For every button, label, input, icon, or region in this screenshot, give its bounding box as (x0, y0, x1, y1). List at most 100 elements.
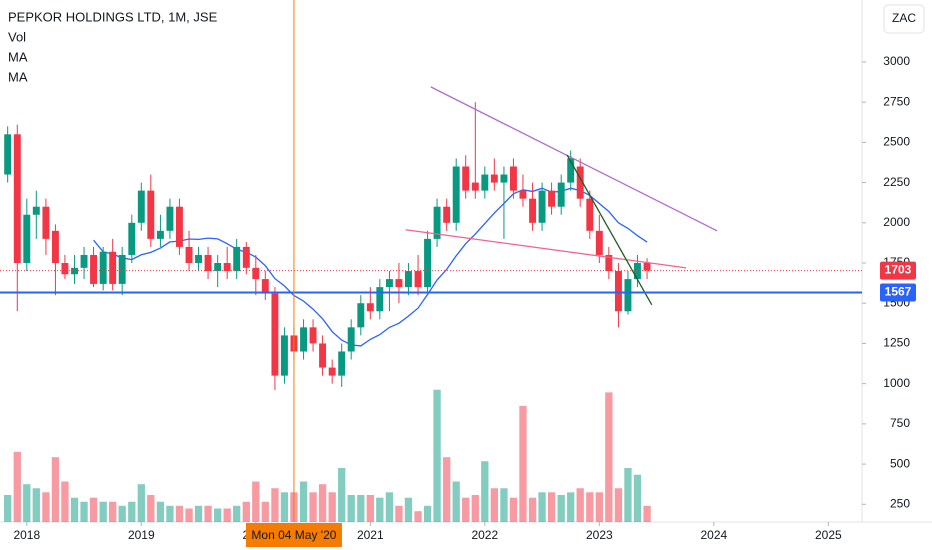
candle-body (32, 206, 40, 215)
candle-body (233, 246, 241, 272)
volume-bar (481, 461, 489, 522)
candle-body (643, 263, 651, 271)
volume-bar (404, 497, 413, 522)
candle-body (614, 271, 622, 312)
x-tick-label: 2023 (586, 528, 613, 542)
volume-bar (395, 505, 403, 522)
y-tick-label: 1250 (883, 336, 910, 350)
volume-bar (4, 495, 12, 522)
candle-body (42, 206, 50, 239)
volume-bar (462, 497, 470, 522)
volume-bar (261, 501, 269, 522)
volume-bar (223, 508, 231, 522)
volume-bar (99, 501, 107, 522)
chart-title: PEPKOR HOLDINGS LTD, 1M, JSE (8, 9, 218, 24)
candle-body (23, 214, 31, 264)
volume-bar (118, 505, 126, 522)
x-tick-label: 2024 (700, 528, 727, 542)
candle-body (51, 230, 59, 264)
candle-body (509, 166, 517, 191)
candle-body (242, 246, 250, 268)
trend-line (430, 86, 718, 232)
volume-bar (423, 505, 432, 522)
candle-body (490, 174, 498, 183)
y-tick-label: 1000 (883, 376, 910, 390)
x-tick-label: 2025 (815, 528, 842, 542)
candle-body (519, 190, 527, 199)
volume-bar (242, 501, 250, 522)
candle-body (137, 190, 145, 223)
candle-body (204, 254, 212, 272)
currency-label[interactable]: ZAC (892, 11, 916, 25)
candle-body (175, 206, 183, 247)
candle-body (280, 335, 288, 376)
volume-bar (166, 505, 174, 522)
candle-body (548, 190, 556, 207)
volume-bar (70, 497, 79, 522)
candle-body (4, 134, 12, 175)
volume-bar (357, 495, 365, 522)
y-tick-label: 2500 (883, 135, 910, 149)
candle-body (605, 254, 613, 272)
volume-bar (51, 457, 60, 522)
candle-body (271, 293, 279, 376)
currency-button[interactable] (883, 4, 925, 34)
crosshair-label: Mon 04 May '20 (251, 528, 336, 542)
candle-body (538, 190, 546, 223)
volume-bar (509, 497, 518, 522)
volume-bar (443, 457, 451, 522)
candle-body (443, 206, 451, 223)
crosshair-tag (245, 523, 342, 547)
price-tag (880, 283, 916, 302)
candle-body (633, 263, 641, 280)
volume-bar (194, 505, 203, 522)
candle-body (13, 134, 21, 264)
candle-body (557, 182, 565, 207)
volume-bar (13, 451, 21, 522)
volume-bar (137, 484, 145, 522)
volume-bar (471, 495, 479, 522)
volume-bar (185, 508, 193, 522)
candle-body (118, 254, 126, 284)
candle-body (185, 246, 193, 264)
y-tick-label: 2750 (883, 94, 910, 108)
candle-body (156, 230, 164, 239)
candle-body (586, 198, 594, 231)
volume-bar (538, 492, 546, 522)
volume-bar (175, 505, 184, 522)
candle-body (252, 267, 260, 280)
volume-bar (452, 481, 460, 522)
candle-body (147, 190, 155, 239)
candle-body (71, 267, 79, 275)
candle-body (624, 279, 632, 312)
candle-body (328, 367, 336, 376)
candle-body (376, 287, 384, 312)
candle-body (61, 263, 69, 275)
volume-bar (633, 474, 642, 522)
candle-body (452, 166, 460, 223)
volume-bar (309, 492, 317, 522)
candle-body (433, 206, 441, 239)
volume-bar (109, 501, 117, 522)
volume-bar (567, 492, 575, 522)
candle-body (567, 158, 575, 183)
candle-body (462, 166, 470, 191)
volume-bar (347, 495, 355, 522)
volume-bar (318, 484, 327, 522)
volume-bar (586, 492, 594, 522)
candle-body (471, 182, 479, 191)
volume-bar (338, 468, 346, 522)
volume-bar (414, 511, 422, 522)
y-tick-label: 750 (890, 416, 910, 430)
x-tick-label: 2019 (128, 528, 155, 542)
y-tick-label: 2000 (883, 215, 910, 229)
candle-body (529, 198, 537, 223)
volume-bar (23, 484, 31, 522)
candle-body (500, 174, 508, 183)
candle-body (90, 254, 98, 284)
volume-bar (643, 505, 651, 522)
candle-body (214, 263, 222, 272)
y-tick-label: 2250 (883, 175, 910, 189)
volume-bar (299, 481, 308, 522)
volume-bar (233, 505, 241, 522)
